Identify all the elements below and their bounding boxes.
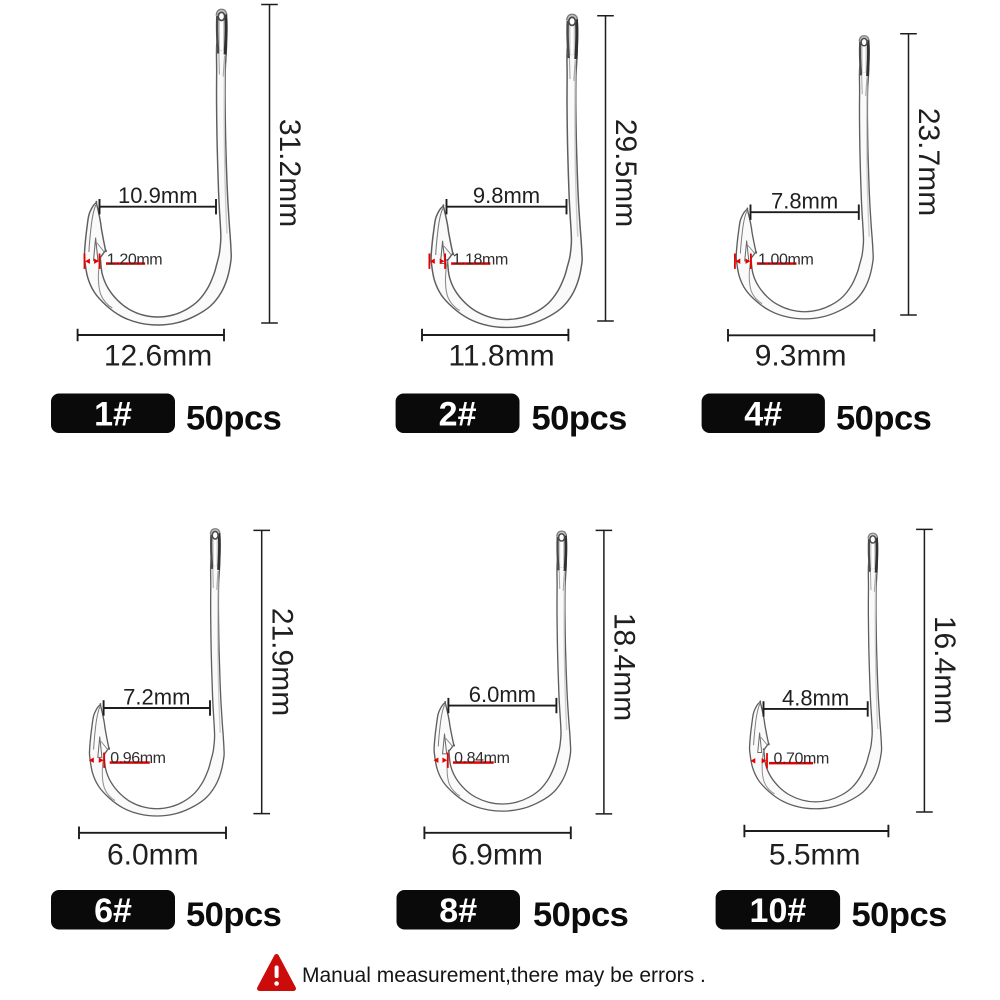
svg-text:5.5mm: 5.5mm <box>769 838 861 871</box>
svg-text:50pcs: 50pcs <box>186 399 281 437</box>
svg-text:6#: 6# <box>94 892 132 930</box>
svg-text:21.9mm: 21.9mm <box>266 608 299 716</box>
svg-text:50pcs: 50pcs <box>533 896 628 934</box>
svg-text:50pcs: 50pcs <box>186 896 281 934</box>
svg-text:12.6mm: 12.6mm <box>104 340 212 373</box>
svg-text:29.5mm: 29.5mm <box>609 119 642 227</box>
svg-text:1.18mm: 1.18mm <box>453 251 508 268</box>
svg-text:0.96mm: 0.96mm <box>110 750 165 767</box>
svg-text:4#: 4# <box>744 395 782 433</box>
svg-text:31.2mm: 31.2mm <box>273 119 306 227</box>
svg-text:50pcs: 50pcs <box>836 399 931 437</box>
svg-text:18.4mm: 18.4mm <box>608 613 641 721</box>
svg-text:50pcs: 50pcs <box>852 896 947 934</box>
svg-text:7.2mm: 7.2mm <box>123 684 190 709</box>
svg-text:2#: 2# <box>439 395 477 433</box>
svg-text:9.8mm: 9.8mm <box>473 183 540 208</box>
svg-text:6.0mm: 6.0mm <box>469 682 536 707</box>
svg-text:1.20mm: 1.20mm <box>107 251 162 268</box>
svg-text:4.8mm: 4.8mm <box>782 685 849 710</box>
svg-text:8#: 8# <box>439 892 477 930</box>
svg-text:50pcs: 50pcs <box>532 399 627 437</box>
svg-text:9.3mm: 9.3mm <box>755 340 847 373</box>
svg-text:6.0mm: 6.0mm <box>107 838 199 871</box>
svg-text:1.00mm: 1.00mm <box>758 251 813 268</box>
svg-text:10#: 10# <box>750 892 807 930</box>
svg-text:16.4mm: 16.4mm <box>928 616 961 724</box>
svg-text:10.9mm: 10.9mm <box>118 183 197 208</box>
svg-text:11.8mm: 11.8mm <box>448 340 554 373</box>
svg-text:1#: 1# <box>94 395 132 433</box>
svg-text:7.8mm: 7.8mm <box>771 189 838 214</box>
svg-text:23.7mm: 23.7mm <box>912 108 945 216</box>
svg-text:Manual measurement,there may b: Manual measurement,there may be errors . <box>302 964 706 987</box>
svg-text:0.70mm: 0.70mm <box>774 750 829 767</box>
svg-text:6.9mm: 6.9mm <box>451 838 543 871</box>
svg-text:0.84mm: 0.84mm <box>454 750 509 767</box>
